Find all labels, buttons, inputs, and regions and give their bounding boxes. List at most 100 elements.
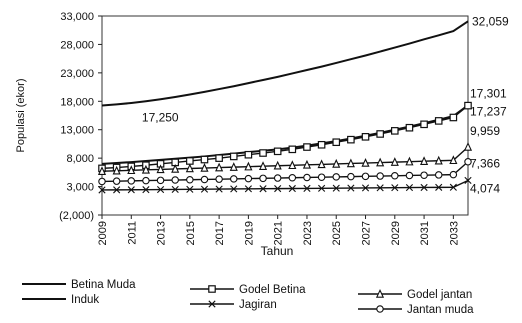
data-point-stroke bbox=[303, 184, 311, 192]
data-point bbox=[259, 185, 267, 193]
data-point bbox=[156, 164, 165, 174]
data-point bbox=[317, 173, 326, 181]
x-tick-label: 2017 bbox=[214, 221, 226, 245]
legend-label: Godel jantan bbox=[407, 289, 472, 301]
data-point-stroke bbox=[244, 185, 252, 193]
data-point bbox=[449, 155, 458, 165]
data-point bbox=[303, 143, 311, 151]
data-point bbox=[463, 141, 473, 151]
data-point bbox=[171, 185, 179, 194]
x-tick-label: 2019 bbox=[243, 221, 255, 245]
data-point bbox=[332, 173, 340, 181]
data-point bbox=[332, 184, 340, 192]
data-point bbox=[347, 172, 355, 181]
data-point bbox=[376, 172, 384, 180]
data-point-stroke bbox=[156, 185, 165, 194]
data-point-stroke bbox=[464, 176, 472, 185]
data-point bbox=[127, 165, 136, 175]
data-point bbox=[156, 185, 165, 194]
data-point bbox=[405, 156, 414, 166]
data-point-stroke bbox=[332, 184, 340, 192]
data-point bbox=[113, 186, 121, 194]
data-point-stroke bbox=[405, 184, 414, 192]
data-point-stroke bbox=[259, 185, 267, 193]
data-point bbox=[215, 185, 223, 193]
data-point-stroke bbox=[127, 186, 135, 194]
y-tick-label: 8,000 bbox=[66, 153, 94, 165]
x-tick-label: 2021 bbox=[273, 221, 285, 245]
x-tick-label: 2009 bbox=[97, 221, 109, 245]
data-point bbox=[420, 171, 428, 179]
end-value-label: 7,366 bbox=[470, 157, 500, 171]
grid-layer bbox=[101, 15, 469, 216]
data-point-stroke bbox=[318, 184, 326, 192]
data-point bbox=[288, 145, 297, 154]
data-point bbox=[97, 166, 107, 175]
data-point bbox=[332, 138, 341, 147]
data-point-stroke bbox=[274, 185, 282, 193]
end-value-label: 32,059 bbox=[472, 14, 509, 28]
data-point bbox=[405, 123, 414, 132]
data-point-stroke bbox=[376, 184, 384, 192]
data-point bbox=[273, 147, 282, 156]
x-tick-label: 2027 bbox=[361, 221, 373, 245]
x-tick-label: 2033 bbox=[448, 221, 460, 245]
legend: Betina Muda Godel Betina Godel jantan Induk… bbox=[22, 279, 474, 316]
data-point-stroke bbox=[449, 183, 457, 191]
legend-entry-jagiran: Jagiran bbox=[190, 299, 277, 311]
data-point-stroke bbox=[186, 185, 194, 193]
y-tick-label: 33,000 bbox=[60, 11, 94, 23]
data-point bbox=[229, 162, 238, 171]
series-layer bbox=[97, 20, 473, 194]
data-point bbox=[186, 185, 194, 193]
x-tick-label: 2015 bbox=[185, 221, 197, 245]
data-point bbox=[98, 177, 106, 186]
data-point bbox=[405, 184, 414, 192]
data-point bbox=[361, 133, 370, 141]
data-point bbox=[171, 163, 180, 173]
x-tick-label: 2031 bbox=[419, 221, 431, 245]
data-point bbox=[332, 158, 341, 168]
data-point bbox=[318, 184, 326, 192]
data-point-stroke bbox=[200, 185, 209, 193]
legend-label: Godel Betina bbox=[239, 284, 306, 296]
data-point bbox=[229, 152, 238, 161]
legend-label: Jagiran bbox=[239, 299, 277, 311]
data-point bbox=[449, 183, 457, 191]
x-tick-label: 2029 bbox=[390, 221, 402, 245]
legend-entry-induk: Induk bbox=[22, 294, 99, 306]
y-tick-label: 13,000 bbox=[60, 125, 94, 137]
y-tick-label: 18,000 bbox=[60, 96, 94, 108]
x-tick-label: 2013 bbox=[156, 221, 168, 245]
data-point bbox=[112, 165, 121, 175]
data-point bbox=[141, 164, 150, 174]
axes-layer: Populasi (ekor) Tahun (2,000) 3,000 8,000 1… bbox=[15, 11, 460, 258]
data-point bbox=[259, 174, 267, 183]
data-point-stroke bbox=[361, 184, 370, 192]
data-point bbox=[420, 120, 428, 129]
series-betina-muda bbox=[101, 20, 469, 107]
data-point bbox=[376, 157, 385, 167]
data-point bbox=[200, 155, 209, 164]
x-tick-label: 2011 bbox=[126, 221, 138, 245]
data-point bbox=[391, 184, 399, 192]
y-tick-label: 23,000 bbox=[60, 68, 94, 80]
data-point-stroke bbox=[230, 185, 238, 193]
data-point-stroke bbox=[288, 184, 296, 193]
data-point bbox=[449, 113, 458, 122]
legend-label: Jantan muda bbox=[407, 304, 474, 316]
data-point bbox=[127, 177, 136, 185]
data-point bbox=[273, 174, 282, 182]
data-point bbox=[258, 161, 268, 170]
data-point bbox=[361, 184, 370, 192]
data-point bbox=[186, 157, 194, 165]
data-point bbox=[317, 140, 326, 149]
data-point bbox=[346, 158, 355, 168]
data-point bbox=[376, 305, 384, 313]
data-point bbox=[274, 185, 282, 193]
series-godel-betina bbox=[98, 101, 472, 173]
data-point bbox=[288, 174, 297, 182]
data-point bbox=[156, 176, 165, 185]
data-point bbox=[449, 170, 458, 179]
